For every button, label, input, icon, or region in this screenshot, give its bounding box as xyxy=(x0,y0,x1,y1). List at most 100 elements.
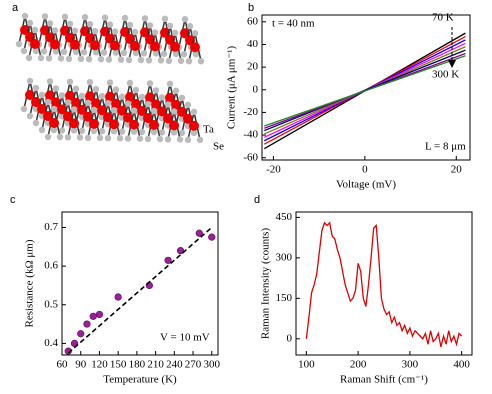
se-atom xyxy=(112,86,120,93)
se-atom xyxy=(66,78,74,86)
se-atom xyxy=(37,54,45,62)
se-atom xyxy=(146,22,154,29)
se-atom xyxy=(165,57,173,64)
se-atom xyxy=(158,129,166,136)
ta-atom xyxy=(177,106,187,117)
se-atom xyxy=(181,16,189,23)
se-atom xyxy=(77,55,85,62)
ta-atom xyxy=(50,39,60,50)
ta-atom xyxy=(131,99,141,109)
se-atom xyxy=(90,106,98,114)
se-atom xyxy=(71,27,79,34)
se-atom xyxy=(112,49,120,56)
se-atom xyxy=(66,20,74,27)
se-atom xyxy=(86,21,94,28)
se-atom xyxy=(100,49,108,56)
ta-atom xyxy=(170,41,180,52)
ta-atom xyxy=(157,106,167,117)
x-tick-label: 60 xyxy=(57,359,69,371)
se-atom xyxy=(152,87,160,94)
annotation: 70 K xyxy=(432,12,454,24)
se-atom xyxy=(197,58,205,65)
ta-atom xyxy=(91,98,101,109)
se-atom xyxy=(124,100,132,107)
se-atom xyxy=(124,135,132,142)
ta-atom xyxy=(49,118,59,128)
ta-atom xyxy=(105,91,115,102)
se-atom xyxy=(44,133,52,141)
se-atom xyxy=(152,50,160,57)
x-axis-label: Voltage (mV) xyxy=(336,179,396,191)
ta-atom xyxy=(125,92,135,102)
se-atom xyxy=(98,93,106,100)
se-atom xyxy=(84,99,92,107)
ta-atom xyxy=(70,39,80,50)
x-tick-label: 240 xyxy=(166,359,183,371)
se-atom xyxy=(86,79,94,86)
se-atom xyxy=(138,93,146,101)
se-atom xyxy=(104,135,112,142)
se-atom xyxy=(151,29,159,36)
crystal-structure xyxy=(15,12,205,143)
data-point xyxy=(114,293,122,301)
x-tick-label: 180 xyxy=(129,359,146,371)
se-atom xyxy=(177,57,185,64)
ta-atom xyxy=(97,105,107,116)
se-atom xyxy=(117,56,125,63)
se-atom xyxy=(104,100,112,107)
se-atom xyxy=(141,15,149,22)
y-tick-label: -20 xyxy=(243,106,258,118)
x-tick-label: 300 xyxy=(402,359,419,371)
se-atom xyxy=(32,119,40,127)
y-tick-label: -60 xyxy=(243,151,258,163)
se-atom xyxy=(164,101,172,108)
se-atom xyxy=(26,77,34,85)
se-atom xyxy=(61,13,69,20)
ta-atom xyxy=(45,90,55,101)
se-atom xyxy=(20,105,28,113)
se-atom xyxy=(184,136,192,143)
y-tick-label: 0.5 xyxy=(44,298,58,310)
se-atom xyxy=(44,98,52,106)
se-atom xyxy=(78,127,86,134)
x-tick-label: 400 xyxy=(453,359,470,371)
se-atom xyxy=(136,135,144,142)
se-atom xyxy=(45,55,53,62)
se-atom xyxy=(65,55,73,62)
se-atom xyxy=(101,14,109,21)
ta-atom xyxy=(130,41,140,51)
panel-label: d xyxy=(254,194,260,206)
se-atom xyxy=(172,87,180,95)
annotation: t = 40 nm xyxy=(272,18,315,30)
se-atom xyxy=(32,47,40,55)
y-tick-label: 60 xyxy=(247,15,259,27)
se-atom xyxy=(31,26,39,34)
se-atom xyxy=(91,28,99,35)
se-atom xyxy=(132,86,140,94)
data-line xyxy=(264,55,466,127)
se-atom xyxy=(145,57,153,64)
ta-atom xyxy=(143,113,153,123)
ta-atom xyxy=(169,120,179,131)
ta-atom xyxy=(145,92,155,103)
se-atom xyxy=(25,54,33,62)
se-atom xyxy=(176,136,184,143)
se-atom xyxy=(130,107,138,114)
x-tick-label: 150 xyxy=(110,359,127,371)
ta-atom xyxy=(109,119,119,130)
se-atom xyxy=(40,48,48,55)
x-axis-label: Raman Shift (cm⁻¹) xyxy=(340,374,428,386)
se-atom xyxy=(105,56,113,63)
se-atom xyxy=(52,48,60,55)
ta-atom xyxy=(65,90,75,101)
se-atom xyxy=(121,14,129,22)
ta-atom xyxy=(189,120,199,131)
se-atom xyxy=(191,30,199,37)
se-atom xyxy=(81,14,89,21)
ta-atom xyxy=(57,104,67,115)
se-atom xyxy=(57,55,65,62)
x-tick-label: 120 xyxy=(91,359,108,371)
se-atom xyxy=(96,134,104,141)
se-atom xyxy=(84,134,92,141)
